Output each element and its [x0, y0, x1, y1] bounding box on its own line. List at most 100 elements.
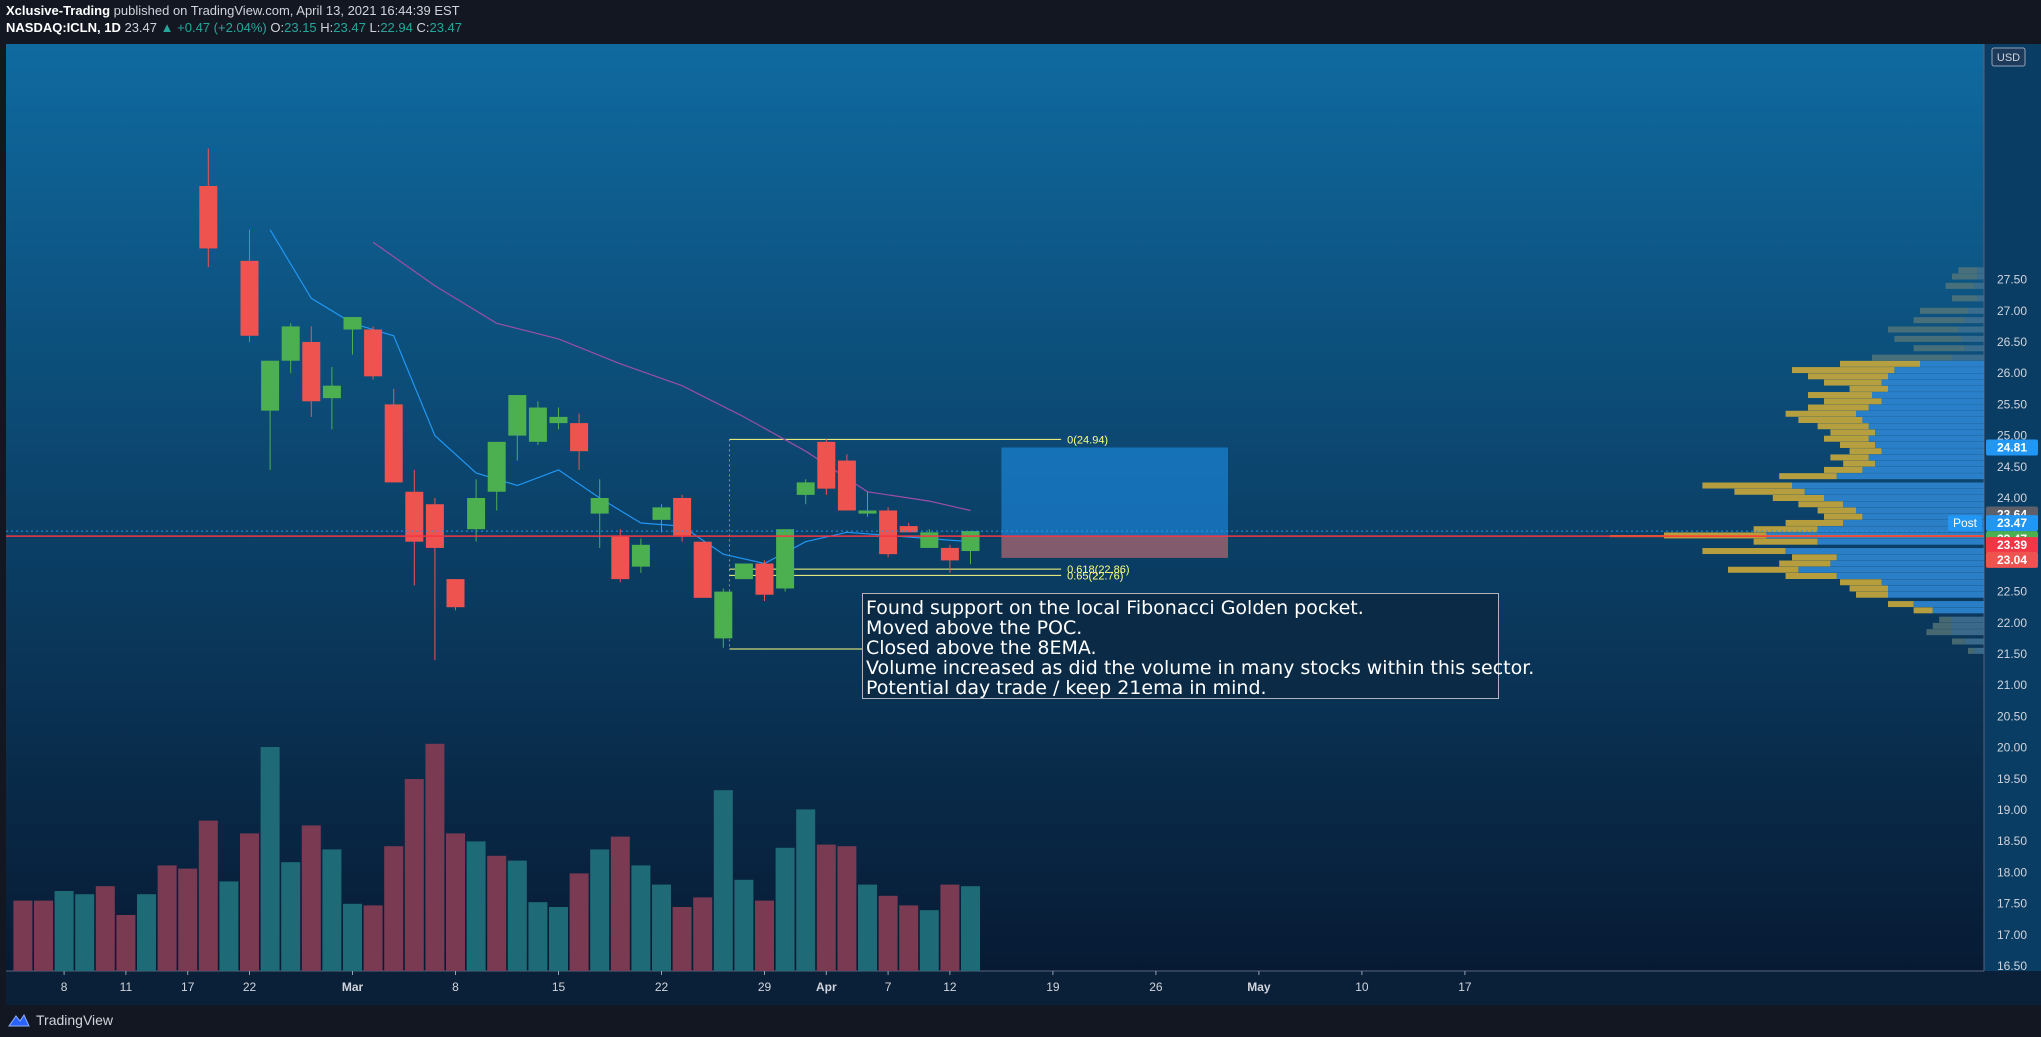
profile-row-up	[1888, 591, 1984, 598]
profile-row-up	[1862, 417, 1984, 423]
profile-row-down	[1840, 579, 1882, 586]
candle-body	[858, 510, 877, 514]
low-value: 22.94	[380, 20, 413, 35]
profile-row-down	[1808, 404, 1869, 411]
candle-body	[425, 504, 444, 548]
profile-row-up	[1952, 354, 1984, 361]
candle-body	[405, 491, 424, 542]
profile-row-up	[1881, 398, 1984, 405]
profile-row-up	[1868, 435, 1984, 442]
author-name[interactable]: Xclusive-Trading	[6, 3, 111, 18]
close-label: C:	[416, 20, 430, 35]
profile-row-down	[1785, 519, 1844, 526]
volume-bar	[878, 895, 898, 971]
profile-row-down	[1702, 548, 1786, 555]
annotation-line: Closed above the 8EMA.	[866, 637, 1097, 659]
volume-bar	[446, 833, 465, 971]
position-target-zone	[1001, 447, 1228, 537]
volume-bar	[549, 907, 568, 971]
candle-body	[467, 498, 486, 530]
price-label-box	[1986, 551, 2038, 568]
profile-row-up	[1868, 423, 1984, 430]
symbol-label[interactable]: NASDAQ:ICLN, 1D	[6, 20, 121, 35]
triangle-up-icon: ▲	[160, 20, 174, 35]
profile-row-down	[1939, 616, 1952, 623]
annotation-line: Potential day trade / keep 21ema in mind…	[866, 677, 1267, 699]
time-tick-label: Apr	[816, 980, 837, 994]
time-axis[interactable]: 8 11 17 22 Mar 8 15 22 29 Apr 7 12 19 26 May 10 17	[61, 971, 1472, 994]
profile-row-down	[1913, 607, 1933, 614]
profile-row-down	[1824, 466, 1863, 473]
profile-row-up	[1977, 267, 1984, 274]
profile-row-up	[1964, 317, 1984, 324]
candle-body	[673, 498, 692, 536]
profile-row-down	[1798, 417, 1863, 423]
profile-row-up	[1862, 466, 1984, 473]
price-tick-label: 26.00	[1997, 366, 2027, 380]
profile-row-down	[1926, 629, 1952, 636]
position-stop-zone	[1001, 536, 1228, 558]
time-tick-label: 26	[1149, 980, 1163, 994]
candle-body	[776, 529, 795, 589]
volume-bar	[322, 849, 342, 971]
volume-bar	[260, 747, 280, 971]
price-tick-label: 19.00	[1997, 803, 2027, 817]
profile-row-up	[1843, 501, 1984, 508]
profile-row-down	[1830, 454, 1869, 461]
volume-bar	[816, 844, 836, 971]
candle-body	[714, 591, 733, 639]
annotation-textbox[interactable]: Found support on the local Fibonacci Gol…	[862, 593, 1534, 699]
volume-bar	[775, 847, 795, 971]
price-tick-label: 18.00	[1997, 865, 2027, 879]
volume-bar	[755, 900, 774, 971]
ema8-line	[269, 229, 971, 565]
time-tick-label: 11	[120, 980, 133, 994]
profile-row-down	[1849, 585, 1888, 592]
volume-bar	[116, 915, 136, 971]
time-tick-label: 29	[758, 980, 772, 994]
volume-bar	[899, 905, 919, 971]
volume-bar	[219, 881, 239, 971]
candle-body	[549, 416, 568, 424]
volume-bar	[837, 846, 857, 971]
tradingview-brand[interactable]: TradingView	[36, 1012, 114, 1028]
profile-row-up	[1952, 622, 1984, 629]
long-position-tool[interactable]	[1001, 447, 1228, 558]
profile-row-up	[1862, 513, 1984, 520]
profile-row-down	[1772, 495, 1824, 501]
fib-level-label: 0.618(22.86)	[1067, 564, 1129, 576]
profile-row-down	[1840, 360, 1920, 367]
price-tick-label: 18.50	[1997, 834, 2027, 848]
price-label-box	[1986, 515, 2038, 532]
volume-bar	[425, 743, 445, 971]
volume-bar	[961, 886, 980, 971]
volume-bar	[34, 900, 53, 971]
profile-row-down	[1824, 398, 1882, 405]
volume-bar	[363, 905, 383, 971]
price-label-text: 23.39	[1997, 538, 2027, 552]
profile-row-up	[1836, 473, 1984, 480]
profile-row-up	[1920, 360, 1984, 367]
profile-row-up	[1888, 585, 1984, 592]
tradingview-logo-icon[interactable]	[8, 1012, 30, 1028]
volume-bar	[796, 809, 816, 971]
chart-header: Xclusive-Trading published on TradingVie…	[0, 0, 2041, 44]
candle-body	[528, 407, 547, 442]
moving-averages	[269, 229, 971, 565]
time-tick-label: 22	[243, 980, 257, 994]
candle-body	[817, 441, 836, 489]
profile-row-down	[1779, 560, 1831, 567]
profile-row-up	[1894, 367, 1984, 374]
profile-row-up	[1881, 379, 1984, 386]
profile-row-up	[1952, 616, 1984, 623]
price-tick-label: 25.50	[1997, 397, 2027, 411]
volume-bar	[178, 868, 198, 971]
volume-bar	[713, 790, 733, 971]
profile-row-up	[1977, 273, 1984, 280]
profile-row-down	[1824, 513, 1863, 520]
price-label-text: 23.47	[1997, 516, 2027, 530]
annotation-line: Found support on the local Fibonacci Gol…	[866, 597, 1364, 619]
profile-row-up	[1875, 460, 1984, 467]
